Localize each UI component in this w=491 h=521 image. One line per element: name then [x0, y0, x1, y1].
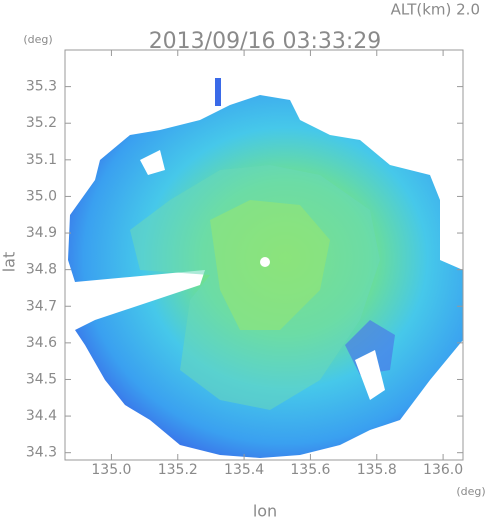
y-tick-label: 34.8: [26, 262, 57, 278]
chart-title: 2013/09/16 03:33:29: [149, 29, 382, 54]
x-tick-label: 135.6: [290, 462, 330, 478]
y-tick-label: 34.7: [26, 298, 57, 314]
radar-echo: [68, 78, 463, 458]
y-axis-label: lat: [0, 252, 19, 273]
x-axis-label: lon: [253, 502, 277, 521]
x-tick-label: 135.4: [224, 462, 264, 478]
x-unit: (deg): [456, 485, 485, 498]
x-tick-label: 135.2: [158, 462, 198, 478]
y-unit: (deg): [23, 33, 52, 46]
y-tick-label: 35.2: [26, 115, 57, 131]
y-tick-label: 34.3: [26, 445, 57, 461]
y-tick-label: 34.5: [26, 371, 57, 387]
y-tick-label: 34.4: [26, 408, 57, 424]
x-tick-label: 136.0: [423, 462, 463, 478]
y-tick-label: 34.6: [26, 335, 57, 351]
altitude-label: ALT(km) 2.0: [391, 1, 480, 19]
plot-frame: [64, 49, 464, 461]
x-tick-label: 135.0: [91, 462, 131, 478]
y-tick-label: 35.0: [26, 188, 57, 204]
x-tick-label: 135.8: [357, 462, 397, 478]
y-tick-label: 35.1: [26, 152, 57, 168]
y-tick-label: 34.9: [26, 225, 57, 241]
y-tick-label: 35.3: [26, 79, 57, 95]
